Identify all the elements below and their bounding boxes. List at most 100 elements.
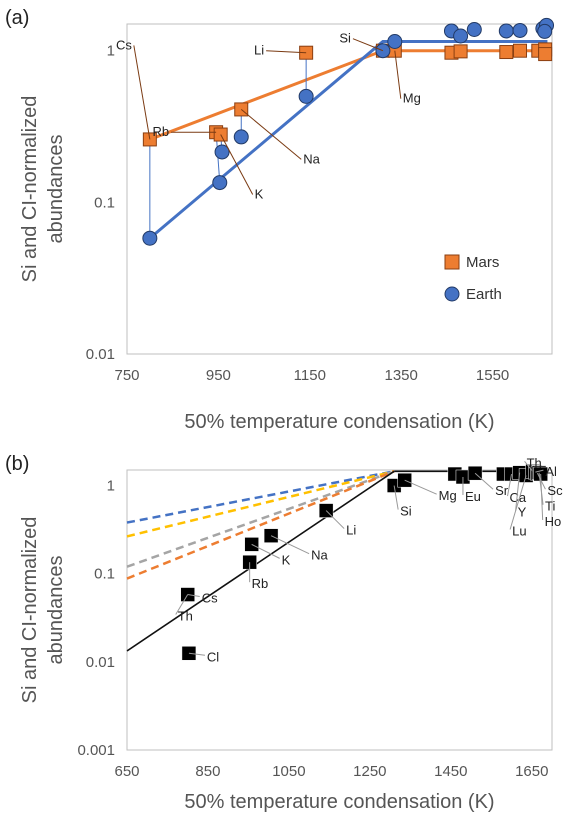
dashed-trend-line xyxy=(126,470,395,538)
element-label: Ca xyxy=(510,490,527,505)
element-label: Ti xyxy=(545,499,555,514)
label-leader xyxy=(524,460,533,472)
x-axis-title: 50% temperature condensation (K) xyxy=(184,791,494,812)
element-label: K xyxy=(255,187,264,202)
element-label: Y xyxy=(518,505,527,520)
label-leader xyxy=(393,485,399,510)
plot-area-border xyxy=(126,469,553,751)
element-label: Si xyxy=(339,31,351,46)
label-leader xyxy=(187,594,200,598)
data-point-mars xyxy=(453,44,468,59)
label-leader xyxy=(404,479,437,495)
data-point-mars xyxy=(513,43,528,58)
data-point-earth xyxy=(537,23,553,39)
label-leader xyxy=(540,474,544,521)
x-tick-label: 1450 xyxy=(434,763,467,780)
data-point-earth xyxy=(233,129,249,145)
label-leader xyxy=(394,50,402,99)
x-tick-label: 1050 xyxy=(272,763,305,780)
x-axis-title: 50% temperature condensation (K) xyxy=(184,411,494,433)
y-tick-label: 1 xyxy=(107,478,115,495)
y-axis-title: Si and CI-normalized xyxy=(19,96,41,283)
label-leader xyxy=(352,38,384,52)
x-tick-label: 1550 xyxy=(476,367,509,384)
element-label: Cs xyxy=(202,591,218,606)
label-leader xyxy=(325,510,345,529)
panel-label: (a) xyxy=(5,7,29,29)
label-leader xyxy=(535,469,544,473)
element-label: Mg xyxy=(439,488,457,503)
y-tick-label: 0.01 xyxy=(86,654,115,671)
label-leader xyxy=(507,473,513,497)
panel-label: (b) xyxy=(5,453,29,475)
data-point-mars xyxy=(499,45,514,60)
x-tick-label: 950 xyxy=(206,367,231,384)
data-point-earth xyxy=(212,175,228,191)
label-leader xyxy=(266,50,307,54)
plot-area-border xyxy=(126,23,553,355)
y-tick-label: 0.001 xyxy=(77,742,115,759)
data-point-earth xyxy=(298,88,314,104)
element-label: Li xyxy=(346,523,356,538)
element-label: Ho xyxy=(545,514,562,529)
element-label: Cs xyxy=(116,37,132,52)
label-leader xyxy=(509,475,527,530)
element-label: Rb xyxy=(252,576,269,591)
x-tick-label: 1250 xyxy=(353,763,386,780)
label-leader xyxy=(474,472,494,490)
element-label: Lu xyxy=(512,523,526,538)
fit-line-trend xyxy=(126,470,395,652)
label-leader xyxy=(133,45,151,140)
data-point-earth xyxy=(512,22,528,38)
y-tick-label: 0.01 xyxy=(86,346,115,363)
legend-entry: Earth xyxy=(466,286,502,303)
element-label: Sr xyxy=(495,483,509,498)
label-leader xyxy=(251,543,280,559)
element-label: Th xyxy=(178,609,193,624)
element-label: Sc xyxy=(547,483,563,498)
element-label: Th xyxy=(527,455,542,470)
data-point-earth xyxy=(498,23,514,39)
x-tick-label: 1350 xyxy=(385,367,418,384)
y-axis-title: abundances xyxy=(45,556,67,665)
element-label: Si xyxy=(400,504,412,519)
data-point-earth xyxy=(453,28,469,44)
y-tick-label: 1 xyxy=(107,43,115,60)
label-leader xyxy=(240,109,302,160)
y-axis-title: abundances xyxy=(45,135,67,244)
legend-marker-earth xyxy=(444,286,460,302)
element-label: Na xyxy=(303,151,320,166)
fit-line-earth xyxy=(148,39,548,240)
x-tick-label: 850 xyxy=(195,763,220,780)
label-leader xyxy=(270,535,310,555)
data-point-earth xyxy=(214,144,230,160)
element-label: K xyxy=(282,552,291,567)
element-label: Li xyxy=(254,43,264,58)
x-tick-label: 750 xyxy=(114,367,139,384)
label-leader xyxy=(188,652,205,656)
data-point-earth xyxy=(142,230,158,246)
element-label: Rb xyxy=(152,124,169,139)
data-point-mars xyxy=(538,47,553,62)
element-label: Mg xyxy=(403,91,421,106)
label-leader xyxy=(515,472,521,511)
x-tick-label: 1150 xyxy=(294,367,326,384)
x-tick-label: 650 xyxy=(114,763,139,780)
element-label: Al xyxy=(545,464,557,479)
dashed-trend-line xyxy=(126,470,395,568)
legend-entry: Mars xyxy=(466,254,499,271)
y-tick-label: 0.1 xyxy=(94,566,115,583)
y-axis-title: Si and CI-normalized xyxy=(19,517,41,704)
label-leader xyxy=(220,134,254,195)
dashed-trend-line xyxy=(126,470,395,580)
legend-marker-mars xyxy=(444,254,460,270)
element-label: Na xyxy=(311,548,328,563)
label-leader xyxy=(175,594,189,615)
y-tick-label: 0.1 xyxy=(94,194,115,211)
element-label: Cl xyxy=(207,649,219,664)
x-tick-label: 1650 xyxy=(515,763,548,780)
data-point-earth xyxy=(466,21,482,37)
dashed-trend-line xyxy=(126,470,395,524)
